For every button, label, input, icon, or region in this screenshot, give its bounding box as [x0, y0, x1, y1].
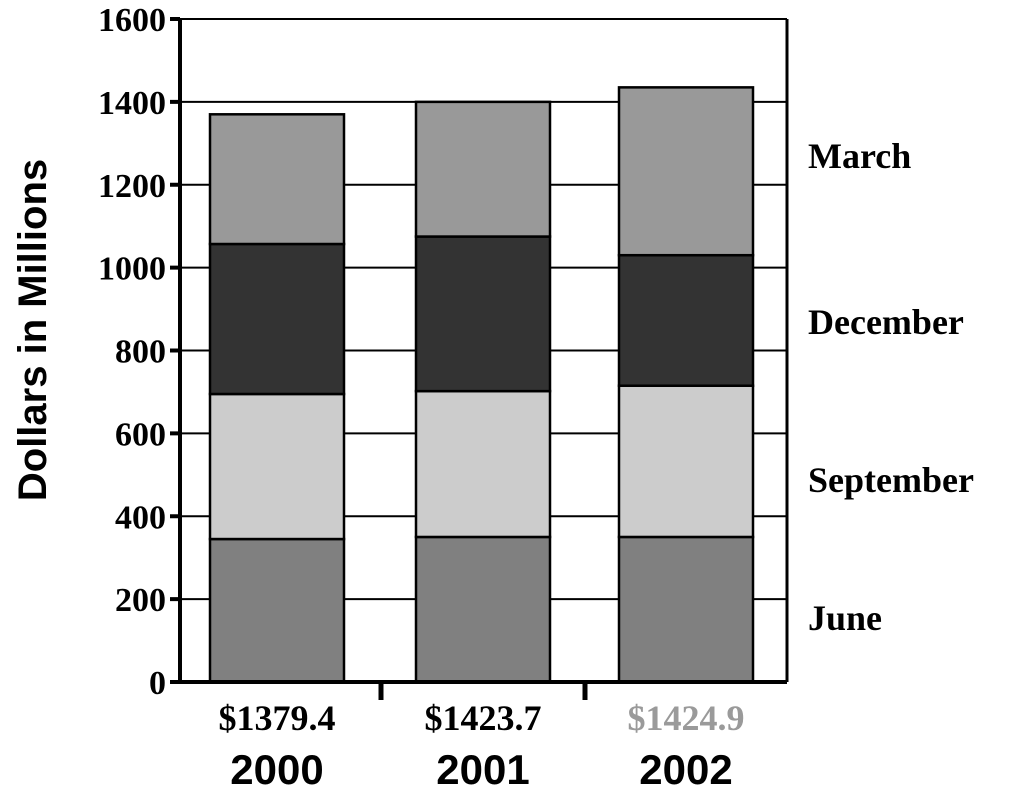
bar-segment-march-2002 [617, 86, 755, 257]
bar-segment-june-2000 [208, 537, 346, 684]
bar-segment-september-2000 [208, 392, 346, 541]
y-tick-label: 200 [115, 582, 166, 619]
legend-label-september: September [808, 460, 974, 500]
y-tick-label: 0 [149, 665, 166, 702]
y-tick-label: 400 [115, 499, 166, 536]
total-label: $1379.4 [219, 698, 336, 738]
segment-labels: June September December March [808, 136, 974, 638]
bars [208, 86, 755, 684]
legend-label-december: December [808, 302, 964, 342]
y-tick-labels: 0 200 400 600 800 1000 1200 1400 1600 [98, 2, 166, 702]
y-tick-label: 1600 [98, 2, 166, 39]
x-tick-label: 2001 [436, 746, 529, 791]
bar-segment-june-2002 [617, 535, 755, 684]
y-tick-label: 1200 [98, 168, 166, 205]
y-tick-label: 1000 [98, 251, 166, 288]
total-labels: $1379.4 $1423.7 $1424.9 [219, 698, 745, 738]
y-tick-label: 600 [115, 416, 166, 453]
category-labels: 2000 2001 2002 [230, 746, 732, 791]
bar-segment-december-2002 [617, 253, 755, 387]
y-tick-label: 1400 [98, 85, 166, 122]
legend-label-june: June [808, 598, 882, 638]
bar-segment-september-2002 [617, 384, 755, 539]
x-tick-label: 2002 [639, 746, 732, 791]
bar-segment-december-2000 [208, 242, 346, 396]
bar-segment-march-2000 [208, 113, 346, 246]
bar-segment-march-2001 [414, 100, 552, 238]
bar-segment-september-2001 [414, 389, 552, 539]
total-label: $1424.9 [628, 698, 745, 738]
y-axis-label: Dollars in Millions [11, 159, 55, 501]
bar-segment-december-2001 [414, 235, 552, 393]
y-tick-label: 800 [115, 334, 166, 371]
bar-segment-june-2001 [414, 535, 552, 684]
total-label: $1423.7 [425, 698, 542, 738]
x-tick-label: 2000 [230, 746, 323, 791]
axes [170, 19, 789, 700]
legend-label-march: March [808, 136, 911, 176]
